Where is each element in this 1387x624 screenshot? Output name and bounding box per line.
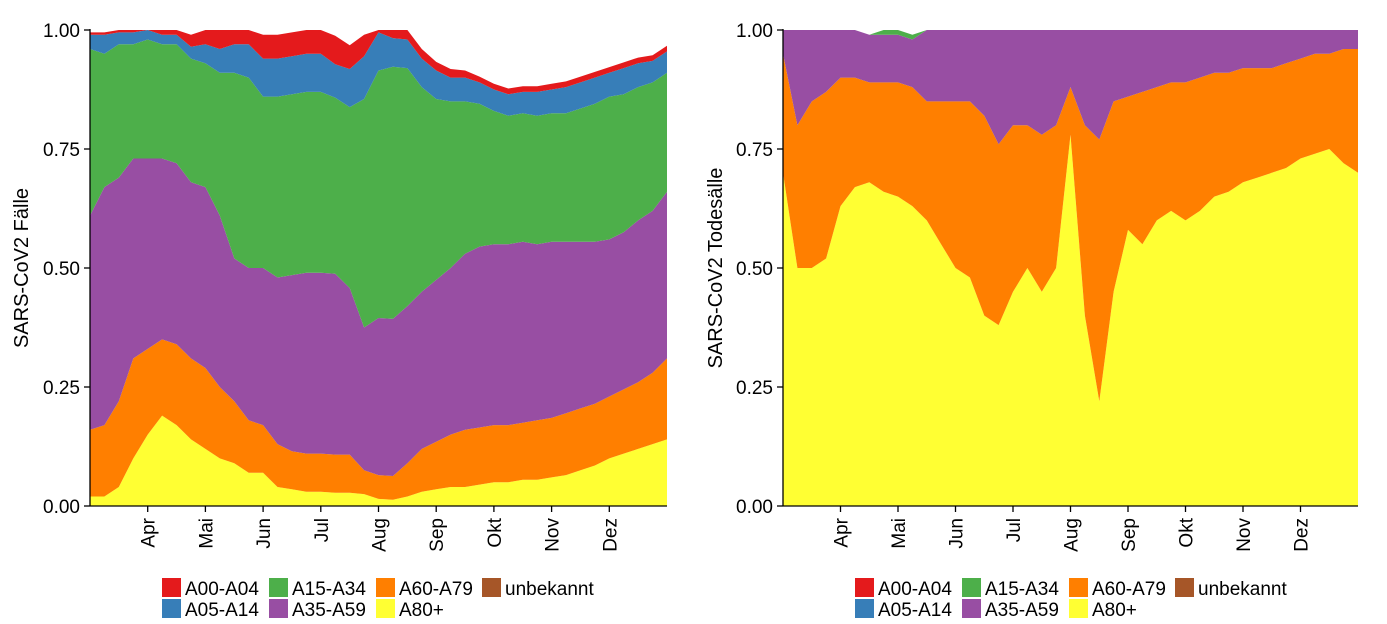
legend-swatch-a35-a59 (269, 599, 288, 618)
x-tick-label: Jul (1004, 518, 1025, 542)
x-tick-label: Nov (1234, 518, 1255, 552)
area-a15-a34 (90, 39, 667, 328)
area-a80 (783, 134, 1358, 506)
x-tick-label: Jun (947, 518, 968, 549)
x-tick-label: Jul (312, 518, 333, 542)
legend-swatch-a05-a14 (162, 599, 181, 618)
y-tick-label: 1.00 (43, 21, 80, 42)
y-tick-label: 1.00 (736, 21, 773, 42)
x-tick-label: Mai (889, 518, 910, 549)
area-a60-a79 (783, 49, 1358, 402)
legend-swatch-a00-a04 (162, 578, 181, 597)
x-tick-label: Aug (1062, 518, 1083, 552)
x-tick-label: Apr (139, 517, 160, 547)
x-tick-label: Dez (1292, 518, 1313, 552)
legend-label-a05-a14: A05-A14 (185, 600, 259, 621)
x-tick-label: Okt (1177, 517, 1198, 547)
y-tick-label: 0.50 (43, 259, 80, 280)
legend-swatch-a60-a79 (376, 578, 395, 597)
legend-swatch-a80 (376, 599, 395, 618)
legend-swatch-unbekannt (1175, 578, 1194, 597)
legend-swatch-a15-a34 (269, 578, 288, 597)
x-tick-label: Aug (370, 518, 391, 552)
legend-swatch-a60-a79 (1069, 578, 1088, 597)
y-tick-label: 0.50 (736, 259, 773, 280)
legend-label-a35-a59: A35-A59 (985, 600, 1059, 621)
y-axis-label: SARS-CoV2 Todesälle (705, 168, 727, 369)
legend-label-a15-a34: A15-A34 (292, 579, 366, 600)
cases-chart: 0.00 0.25 0.50 0.75 1.00 Apr Mai Jun Jul Aug Sep Ok… (11, 21, 667, 621)
y-tick-label: 0.00 (736, 497, 773, 518)
legend-swatch-a00-a04 (855, 578, 874, 597)
y-tick-label: 0.25 (736, 378, 773, 399)
legend-label-a00-a04: A00-A04 (878, 579, 952, 600)
area-a05-a14 (90, 30, 667, 116)
x-tick-label: Jun (254, 518, 275, 549)
y-tick-label: 0.75 (43, 140, 80, 161)
legend-label-a00-a04: A00-A04 (185, 579, 259, 600)
y-tick-label: 0.00 (43, 497, 80, 518)
area-a35-a59 (783, 30, 1358, 145)
legend-label-a60-a79: A60-A79 (1092, 579, 1166, 600)
y-tick-label: 0.75 (736, 140, 773, 161)
legend: A00-A04 A15-A34 A60-A79 unbekannt A05-A14 A35… (855, 578, 1287, 621)
legend: A00-A04 A15-A34 A60-A79 unbekannt A05-A14 A35… (162, 578, 594, 621)
area-a60-a79 (90, 339, 667, 500)
legend-swatch-a15-a34 (962, 578, 981, 597)
area-layers (90, 30, 667, 506)
legend-swatch-unbekannt (482, 578, 501, 597)
x-tick-label: Dez (600, 518, 621, 552)
legend-swatch-a80 (1069, 599, 1088, 618)
deaths-chart: 0.00 0.25 0.50 0.75 1.00 Apr Mai Jun Jul Aug Sep Ok… (705, 21, 1358, 621)
x-tick-label: Sep (427, 518, 448, 552)
legend-swatch-a35-a59 (962, 599, 981, 618)
legend-label-unbekannt: unbekannt (1198, 579, 1287, 600)
legend-label-unbekannt: unbekannt (505, 579, 594, 600)
area-layers (783, 30, 1358, 506)
legend-swatch-a05-a14 (855, 599, 874, 618)
area-a80 (90, 415, 667, 506)
area-a15-a34 (783, 30, 1358, 40)
y-tick-label: 0.25 (43, 378, 80, 399)
legend-label-a35-a59: A35-A59 (292, 600, 366, 621)
legend-label-a05-a14: A05-A14 (878, 600, 952, 621)
x-tick-label: Sep (1119, 518, 1140, 552)
legend-label-a15-a34: A15-A34 (985, 579, 1059, 600)
legend-label-a60-a79: A60-A79 (399, 579, 473, 600)
x-tick-label: Apr (832, 517, 853, 547)
x-tick-label: Nov (543, 518, 564, 552)
legend-label-a80: A80+ (399, 600, 444, 621)
legend-label-a80: A80+ (1092, 600, 1137, 621)
x-tick-label: Okt (485, 517, 506, 547)
area-a35-a59 (90, 158, 667, 476)
y-axis-label: SARS-CoV2 Fälle (11, 188, 33, 348)
x-tick-label: Mai (196, 518, 217, 549)
